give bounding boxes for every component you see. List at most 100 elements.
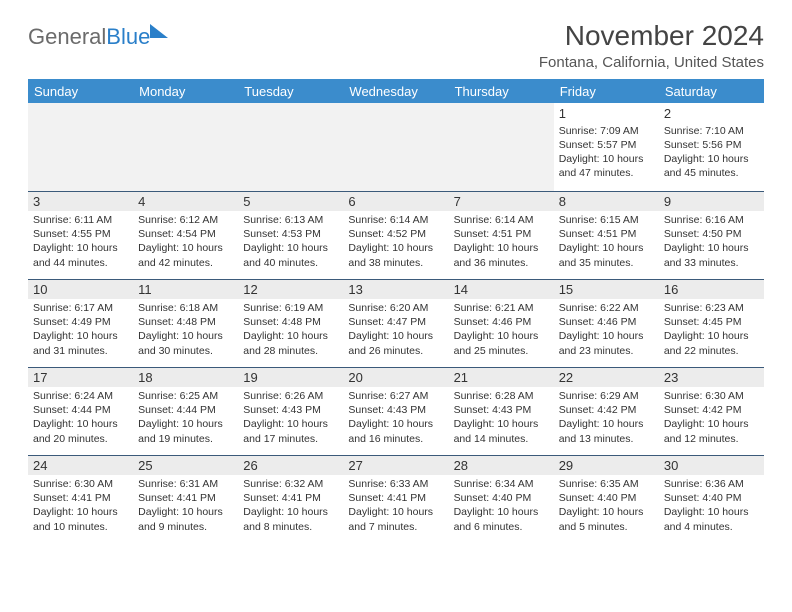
day-detail: Sunset: 4:43 PM: [454, 403, 549, 417]
day-detail: Sunrise: 6:23 AM: [664, 301, 759, 315]
day-detail: Sunrise: 6:34 AM: [454, 477, 549, 491]
day-cell: 21Sunrise: 6:28 AMSunset: 4:43 PMDayligh…: [449, 367, 554, 455]
day-detail: Daylight: 10 hours: [243, 329, 338, 343]
month-title: November 2024: [539, 20, 764, 52]
day-detail: Sunset: 4:52 PM: [348, 227, 443, 241]
day-detail: Daylight: 10 hours: [664, 329, 759, 343]
day-cell: 7Sunrise: 6:14 AMSunset: 4:51 PMDaylight…: [449, 191, 554, 279]
logo-text: GeneralBlue: [28, 24, 150, 50]
day-number: 26: [238, 456, 343, 476]
day-cell: 26Sunrise: 6:32 AMSunset: 4:41 PMDayligh…: [238, 455, 343, 543]
day-detail: and 42 minutes.: [138, 256, 233, 270]
week-row: 3Sunrise: 6:11 AMSunset: 4:55 PMDaylight…: [28, 191, 764, 279]
day-number: 13: [343, 280, 448, 300]
day-detail: Daylight: 10 hours: [454, 417, 549, 431]
day-detail: Daylight: 10 hours: [33, 329, 128, 343]
day-cell: 6Sunrise: 6:14 AMSunset: 4:52 PMDaylight…: [343, 191, 448, 279]
day-detail: Sunset: 4:41 PM: [348, 491, 443, 505]
day-detail: Sunrise: 6:22 AM: [559, 301, 654, 315]
day-cell: [133, 103, 238, 191]
day-detail: and 19 minutes.: [138, 432, 233, 446]
col-friday: Friday: [554, 79, 659, 103]
day-detail: and 17 minutes.: [243, 432, 338, 446]
day-detail: and 23 minutes.: [559, 344, 654, 358]
day-cell: 2Sunrise: 7:10 AMSunset: 5:56 PMDaylight…: [659, 103, 764, 191]
day-number: 8: [554, 192, 659, 212]
day-detail: Daylight: 10 hours: [33, 241, 128, 255]
day-cell: 12Sunrise: 6:19 AMSunset: 4:48 PMDayligh…: [238, 279, 343, 367]
day-detail: and 35 minutes.: [559, 256, 654, 270]
day-cell: [238, 103, 343, 191]
day-detail: and 40 minutes.: [243, 256, 338, 270]
day-detail: and 10 minutes.: [33, 520, 128, 534]
day-number: 23: [659, 368, 764, 388]
day-cell: 23Sunrise: 6:30 AMSunset: 4:42 PMDayligh…: [659, 367, 764, 455]
day-detail: Daylight: 10 hours: [348, 329, 443, 343]
week-row: 10Sunrise: 6:17 AMSunset: 4:49 PMDayligh…: [28, 279, 764, 367]
day-detail: Sunrise: 6:14 AM: [454, 213, 549, 227]
day-detail: Sunset: 4:44 PM: [138, 403, 233, 417]
day-cell: 19Sunrise: 6:26 AMSunset: 4:43 PMDayligh…: [238, 367, 343, 455]
day-detail: Sunset: 4:51 PM: [454, 227, 549, 241]
day-detail: Sunset: 4:48 PM: [243, 315, 338, 329]
day-detail: and 31 minutes.: [33, 344, 128, 358]
day-detail: and 38 minutes.: [348, 256, 443, 270]
day-detail: and 12 minutes.: [664, 432, 759, 446]
day-number: 14: [449, 280, 554, 300]
day-detail: Sunset: 4:45 PM: [664, 315, 759, 329]
day-detail: Sunrise: 6:29 AM: [559, 389, 654, 403]
day-detail: Daylight: 10 hours: [454, 329, 549, 343]
day-detail: Sunrise: 6:24 AM: [33, 389, 128, 403]
col-sunday: Sunday: [28, 79, 133, 103]
day-detail: Daylight: 10 hours: [664, 417, 759, 431]
day-cell: 24Sunrise: 6:30 AMSunset: 4:41 PMDayligh…: [28, 455, 133, 543]
day-detail: Sunrise: 6:26 AM: [243, 389, 338, 403]
day-detail: Daylight: 10 hours: [664, 505, 759, 519]
day-detail: Daylight: 10 hours: [243, 417, 338, 431]
day-detail: Daylight: 10 hours: [559, 329, 654, 343]
day-detail: Daylight: 10 hours: [559, 152, 654, 166]
day-detail: Sunset: 4:41 PM: [33, 491, 128, 505]
day-detail: and 47 minutes.: [559, 166, 654, 180]
day-detail: Sunset: 4:43 PM: [243, 403, 338, 417]
day-detail: Daylight: 10 hours: [138, 329, 233, 343]
day-detail: Sunrise: 6:30 AM: [33, 477, 128, 491]
day-cell: 29Sunrise: 6:35 AMSunset: 4:40 PMDayligh…: [554, 455, 659, 543]
logo-part1: General: [28, 24, 106, 49]
day-detail: and 20 minutes.: [33, 432, 128, 446]
logo: GeneralBlue: [28, 24, 168, 50]
day-detail: and 14 minutes.: [454, 432, 549, 446]
day-cell: 25Sunrise: 6:31 AMSunset: 4:41 PMDayligh…: [133, 455, 238, 543]
day-detail: Sunrise: 6:15 AM: [559, 213, 654, 227]
day-detail: Sunrise: 6:17 AM: [33, 301, 128, 315]
day-number: 12: [238, 280, 343, 300]
week-row: 24Sunrise: 6:30 AMSunset: 4:41 PMDayligh…: [28, 455, 764, 543]
day-cell: [449, 103, 554, 191]
day-detail: Daylight: 10 hours: [243, 241, 338, 255]
day-detail: Daylight: 10 hours: [348, 505, 443, 519]
day-cell: 5Sunrise: 6:13 AMSunset: 4:53 PMDaylight…: [238, 191, 343, 279]
day-detail: Sunrise: 6:18 AM: [138, 301, 233, 315]
day-detail: Sunset: 4:41 PM: [243, 491, 338, 505]
header-row: Sunday Monday Tuesday Wednesday Thursday…: [28, 79, 764, 103]
day-cell: 14Sunrise: 6:21 AMSunset: 4:46 PMDayligh…: [449, 279, 554, 367]
day-detail: Sunrise: 6:11 AM: [33, 213, 128, 227]
day-number: 4: [133, 192, 238, 212]
day-cell: 3Sunrise: 6:11 AMSunset: 4:55 PMDaylight…: [28, 191, 133, 279]
day-detail: Daylight: 10 hours: [33, 417, 128, 431]
day-number: 28: [449, 456, 554, 476]
day-number: 2: [664, 105, 759, 123]
day-detail: and 9 minutes.: [138, 520, 233, 534]
day-detail: Sunrise: 6:25 AM: [138, 389, 233, 403]
day-number: 5: [238, 192, 343, 212]
day-detail: and 26 minutes.: [348, 344, 443, 358]
day-cell: 9Sunrise: 6:16 AMSunset: 4:50 PMDaylight…: [659, 191, 764, 279]
day-detail: Sunrise: 6:32 AM: [243, 477, 338, 491]
day-number: 18: [133, 368, 238, 388]
day-detail: Sunset: 5:56 PM: [664, 138, 759, 152]
day-detail: and 7 minutes.: [348, 520, 443, 534]
day-cell: [28, 103, 133, 191]
day-detail: Daylight: 10 hours: [559, 417, 654, 431]
logo-part2: Blue: [106, 24, 150, 49]
day-detail: and 13 minutes.: [559, 432, 654, 446]
